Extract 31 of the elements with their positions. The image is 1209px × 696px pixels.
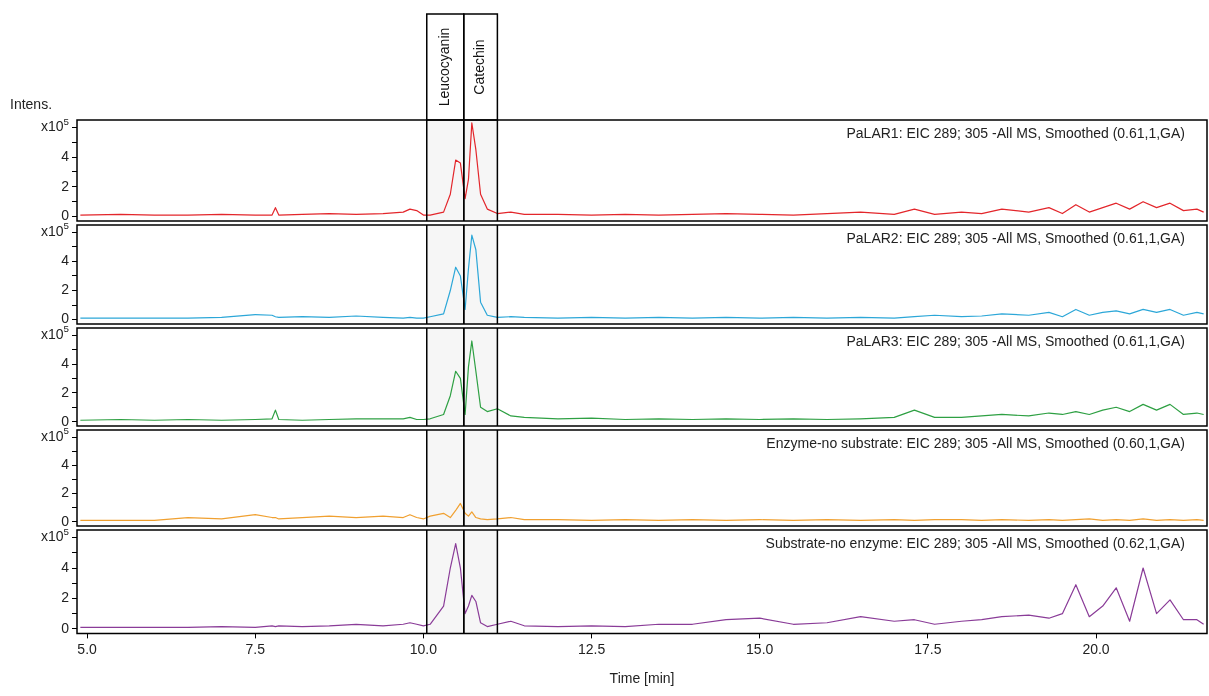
y-tick-label: 4 (61, 354, 70, 371)
y-tick-label: 2 (61, 281, 70, 298)
y-tick-label: 0 (61, 512, 70, 529)
y-axis-title: Intens. (10, 96, 53, 112)
y-tick-label: 0 (61, 207, 70, 224)
x-axis-title: Time [min] (609, 670, 675, 687)
annotation: PaLAR1: EIC 289; 305 -All MS, Smoothed (0.61,1,GA) (846, 125, 1186, 141)
x-tick-label: 10.0 (409, 640, 438, 657)
y-tick-label: 2 (61, 177, 70, 194)
y-tick-label: 0 (61, 619, 70, 636)
x-tick-label: 5.0 (77, 640, 98, 657)
x-tick-label: 12.5 (577, 640, 606, 657)
y-tick-label: 0 (61, 310, 70, 327)
y-tick-label: 4 (61, 456, 70, 473)
x-tick-label: 15.0 (746, 640, 774, 657)
annotation: Substrate-no enzyme: EIC 289; 305 -All MS, Smoothed (0.62,1,GA) (765, 535, 1186, 551)
annotation: PaLAR3: EIC 289; 305 -All MS, Smoothed (0.61,1,GA) (846, 333, 1186, 349)
x-tick-label: 17.5 (914, 640, 942, 657)
annotation: Enzyme-no substrate: EIC 289; 305 -All MS, Smoothed (0.60,1,GA) (766, 435, 1185, 451)
band-label: Leucocyanin (436, 27, 453, 107)
y-tick-label: 2 (61, 589, 70, 606)
y-tick-label: 0 (61, 412, 70, 429)
x-tick-label: 20.0 (1082, 640, 1110, 657)
y-tick-label: 2 (61, 484, 70, 501)
y-tick-label: 4 (61, 252, 70, 269)
y-tick-label: 4 (61, 558, 70, 575)
band-label: Catechin (471, 39, 488, 95)
annotation: PaLAR2: EIC 289; 305 -All MS, Smoothed (0.61,1,GA) (846, 230, 1186, 246)
y-tick-label: 4 (61, 147, 70, 164)
x-tick-label: 7.5 (245, 640, 266, 657)
y-tick-label: 2 (61, 383, 70, 400)
